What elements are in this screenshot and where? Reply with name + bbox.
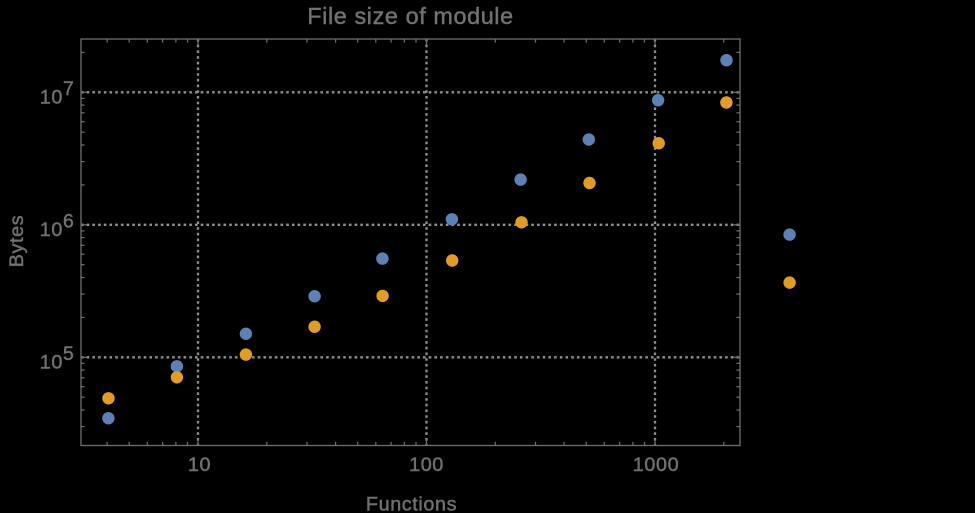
svg-text:Functions: Functions <box>366 494 457 513</box>
svg-text:File size of module: File size of module <box>307 3 513 29</box>
svg-text:10: 10 <box>40 219 63 241</box>
svg-text:Bytes: Bytes <box>6 215 28 267</box>
svg-text:10: 10 <box>40 351 63 373</box>
svg-text:1000: 1000 <box>633 454 679 476</box>
svg-text:6: 6 <box>63 211 74 232</box>
svg-text:10: 10 <box>40 86 63 108</box>
svg-text:5: 5 <box>63 344 74 365</box>
svg-text:100: 100 <box>409 454 444 476</box>
svg-text:10: 10 <box>188 454 211 476</box>
svg-text:7: 7 <box>63 79 74 100</box>
